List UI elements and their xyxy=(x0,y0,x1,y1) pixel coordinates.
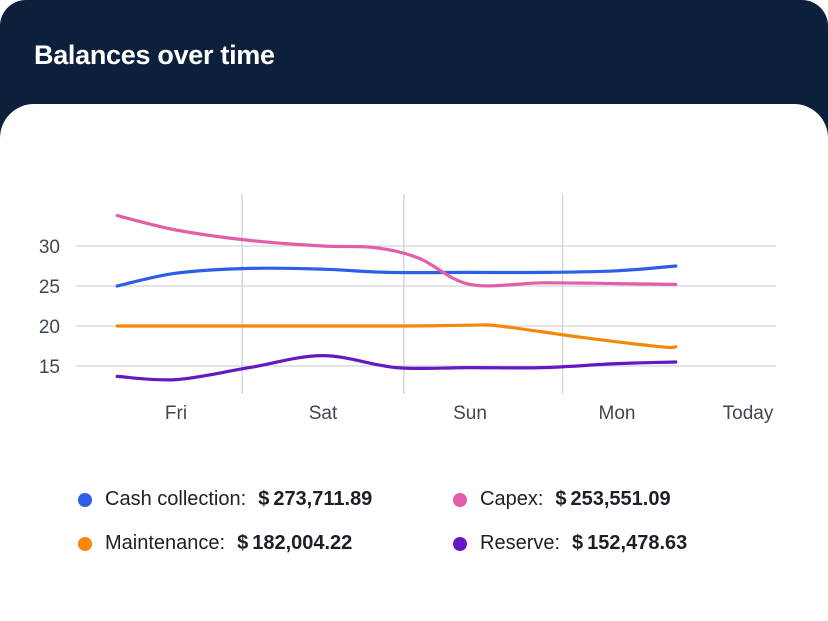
legend-item-maintenance: Maintenance: $ 182,004.22 xyxy=(78,532,352,555)
y-tick-label: 30 xyxy=(39,237,60,258)
legend-dot-cash-collection xyxy=(78,492,92,507)
legend-label: Reserve: xyxy=(480,532,561,554)
page-title: Balances over time xyxy=(34,40,275,70)
x-tick-label-mon: Mon xyxy=(599,403,636,424)
series-line-capex xyxy=(115,214,678,288)
balances-line-chart: 15 20 25 30 Fri Sat Sun Mon Today xyxy=(39,194,776,424)
y-tick-label: 15 xyxy=(39,357,60,378)
legend-value: $ 273,711.89 xyxy=(258,488,373,510)
x-tick-label-today: Today xyxy=(723,403,774,424)
series-line-reserve xyxy=(115,354,678,382)
x-tick-label-sat: Sat xyxy=(309,403,338,424)
legend-dot-capex xyxy=(453,492,467,507)
chart-card: 15 20 25 30 Fri Sat Sun Mon Today Cash collecti… xyxy=(0,104,828,621)
series-line-cash-collection xyxy=(115,264,678,288)
x-tick-label-fri: Fri xyxy=(165,403,187,424)
legend-label: Maintenance: xyxy=(105,532,226,554)
y-tick-label: 20 xyxy=(39,317,60,338)
legend-value: $ 152,478.63 xyxy=(572,532,688,554)
legend-label: Cash collection: xyxy=(105,488,247,510)
y-tick-label: 25 xyxy=(39,277,60,298)
legend-dot-maintenance xyxy=(78,536,92,551)
legend-dot-reserve xyxy=(453,536,467,551)
legend-item-capex: Capex: $ 253,551.09 xyxy=(453,488,671,511)
legend-label: Capex: xyxy=(480,488,544,510)
legend-item-reserve: Reserve: $ 152,478.63 xyxy=(453,532,687,555)
series-line-maintenance xyxy=(115,323,678,350)
legend-value: $ 253,551.09 xyxy=(555,488,671,510)
x-tick-label-sun: Sun xyxy=(453,403,487,424)
legend-item-cash-collection: Cash collection: $ 273,711.89 xyxy=(78,488,372,511)
legend-value: $ 182,004.22 xyxy=(237,532,353,554)
